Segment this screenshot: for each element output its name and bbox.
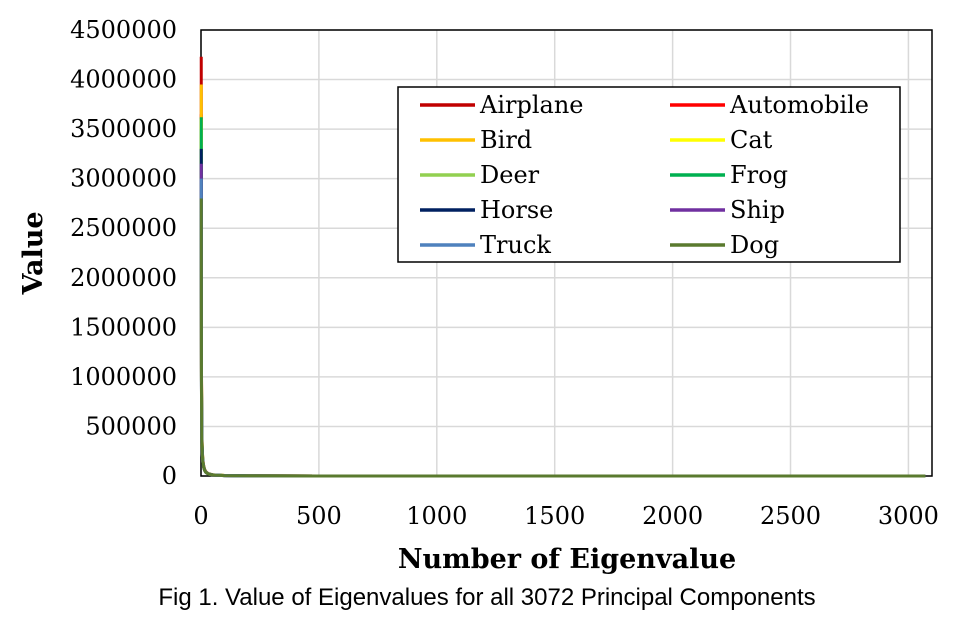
legend-item-truck: Truck [420, 231, 551, 259]
legend-item-airplane: Airplane [420, 91, 584, 119]
legend-item-cat: Cat [670, 126, 773, 154]
legend-label: Bird [480, 126, 532, 154]
series-lines [199, 56, 926, 478]
legend-label: Deer [480, 161, 540, 189]
legend-label: Horse [480, 196, 553, 224]
y-tick-label: 2500000 [70, 214, 177, 242]
x-tick-label: 0 [193, 502, 208, 530]
series-line-dog [199, 198, 926, 478]
y-tick-label: 4000000 [70, 66, 177, 94]
y-tick-label: 3000000 [70, 165, 177, 193]
legend-item-frog: Frog [670, 161, 788, 189]
x-tick-label: 3000 [878, 502, 939, 530]
x-tick-label: 1500 [524, 502, 585, 530]
y-tick-label: 4500000 [70, 16, 177, 44]
legend-label: Airplane [479, 91, 584, 119]
legend-item-bird: Bird [420, 126, 532, 154]
x-tick-label: 500 [296, 502, 342, 530]
y-tick-label: 1000000 [70, 363, 177, 391]
legend-label: Frog [730, 161, 788, 189]
legend-item-automobile: Automobile [670, 91, 869, 119]
legend-item-deer: Deer [420, 161, 540, 189]
x-axis-ticks: 0 500 1000 1500 2000 2500 3000 [193, 502, 939, 530]
legend-box [397, 86, 901, 263]
legend-label: Automobile [729, 91, 869, 119]
y-tick-label: 0 [162, 462, 177, 490]
x-tick-label: 2000 [642, 502, 703, 530]
y-axis-title: Value [18, 211, 49, 295]
legend-label: Dog [730, 231, 779, 259]
legend-item-horse: Horse [420, 196, 553, 224]
legend-item-ship: Ship [670, 196, 785, 224]
figure-caption: Fig 1. Value of Eigenvalues for all 3072… [158, 584, 816, 611]
legend-label: Truck [480, 231, 551, 259]
x-tick-label: 1000 [406, 502, 467, 530]
x-axis-title: Number of Eigenvalue [398, 544, 736, 575]
y-tick-label: 500000 [85, 412, 177, 440]
y-tick-label: 2000000 [70, 264, 177, 292]
y-tick-label: 3500000 [70, 115, 177, 143]
y-tick-label: 1500000 [70, 313, 177, 341]
legend: Airplane Automobile Bird Cat Deer Frog Horse Sh… [397, 86, 901, 263]
legend-label: Cat [730, 126, 773, 154]
y-axis-ticks: 0 500000 1000000 1500000 2000000 2500000 30000… [70, 16, 177, 490]
legend-item-dog: Dog [670, 231, 779, 259]
legend-label: Ship [730, 196, 785, 224]
x-tick-label: 2500 [760, 502, 821, 530]
